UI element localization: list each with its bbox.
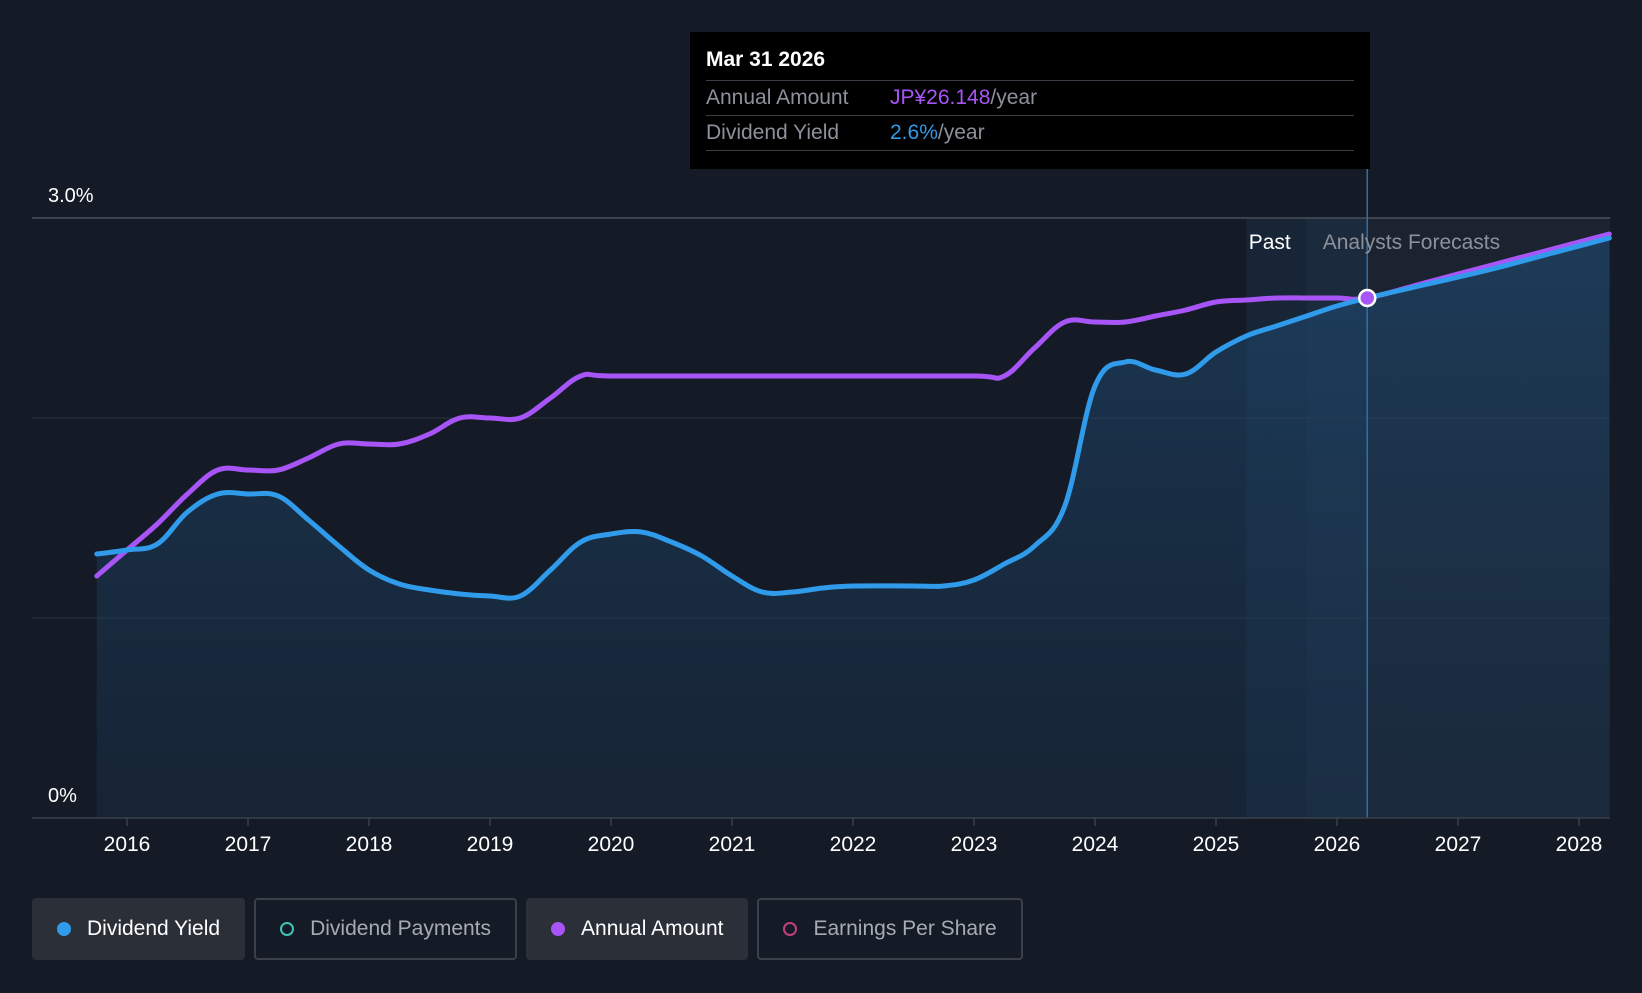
x-tick-label: 2022 (830, 833, 877, 856)
tooltip-unit: /year (990, 86, 1038, 109)
dividend-yield-line (94, 235, 1612, 601)
analysts-forecasts-label: Analysts Forecasts (1323, 231, 1500, 254)
dividend-yield-area (96, 238, 1610, 818)
legend-label: Earnings Per Share (813, 917, 997, 940)
dividend-yield-dot-icon (57, 922, 71, 936)
x-tick-label: 2021 (709, 833, 756, 856)
legend: Dividend Yield Dividend Payments Annual … (32, 898, 1023, 960)
tooltip-label: Annual Amount (706, 86, 849, 109)
annual-amount-line (94, 231, 1612, 579)
x-axis: 2016 2017 2018 2019 2020 2021 2022 2023 2024 2025… (104, 818, 1603, 856)
x-tick-label: 2016 (104, 833, 151, 856)
tooltip-value: JP¥26.148 (890, 86, 991, 109)
x-tick-label: 2028 (1556, 833, 1603, 856)
x-tick-label: 2027 (1435, 833, 1482, 856)
dividend-payments-ring-icon (280, 922, 295, 936)
y-axis: 3.0% 0% (48, 185, 94, 807)
y-tick-label: 3.0% (48, 185, 94, 207)
earnings-per-share-ring-icon (783, 922, 798, 936)
x-tick-label: 2023 (951, 833, 998, 856)
tooltip: Mar 31 2026 Annual Amount JP¥26.148 /yea… (690, 32, 1370, 169)
past-label: Past (1249, 231, 1291, 254)
x-tick-label: 2025 (1193, 833, 1240, 856)
x-tick-label: 2018 (346, 833, 393, 856)
legend-earnings-per-share[interactable]: Earnings Per Share (757, 898, 1023, 960)
tooltip-unit: /year (937, 121, 985, 144)
legend-label: Annual Amount (581, 917, 724, 940)
annual-amount-dot-icon (551, 922, 566, 936)
legend-dividend-payments[interactable]: Dividend Payments (254, 898, 518, 960)
tooltip-date: Mar 31 2026 (706, 46, 1354, 81)
legend-label: Dividend Payments (310, 917, 492, 940)
x-tick-label: 2017 (225, 833, 272, 856)
tooltip-label: Dividend Yield (706, 121, 840, 144)
x-tick-label: 2026 (1314, 833, 1361, 856)
x-tick-label: 2020 (588, 833, 635, 856)
legend-annual-amount[interactable]: Annual Amount (526, 898, 749, 960)
x-tick-label: 2019 (467, 833, 514, 856)
tooltip-value: 2.6% (890, 121, 938, 144)
y-tick-label: 0% (48, 785, 77, 807)
legend-dividend-yield[interactable]: Dividend Yield (32, 898, 246, 960)
legend-label: Dividend Yield (87, 917, 221, 940)
tooltip-row-dividend-yield: Dividend Yield 2.6% /year (706, 116, 1354, 151)
x-tick-label: 2024 (1072, 833, 1119, 856)
hover-marker[interactable] (1358, 288, 1377, 308)
tooltip-row-annual-amount: Annual Amount JP¥26.148 /year (706, 81, 1354, 116)
